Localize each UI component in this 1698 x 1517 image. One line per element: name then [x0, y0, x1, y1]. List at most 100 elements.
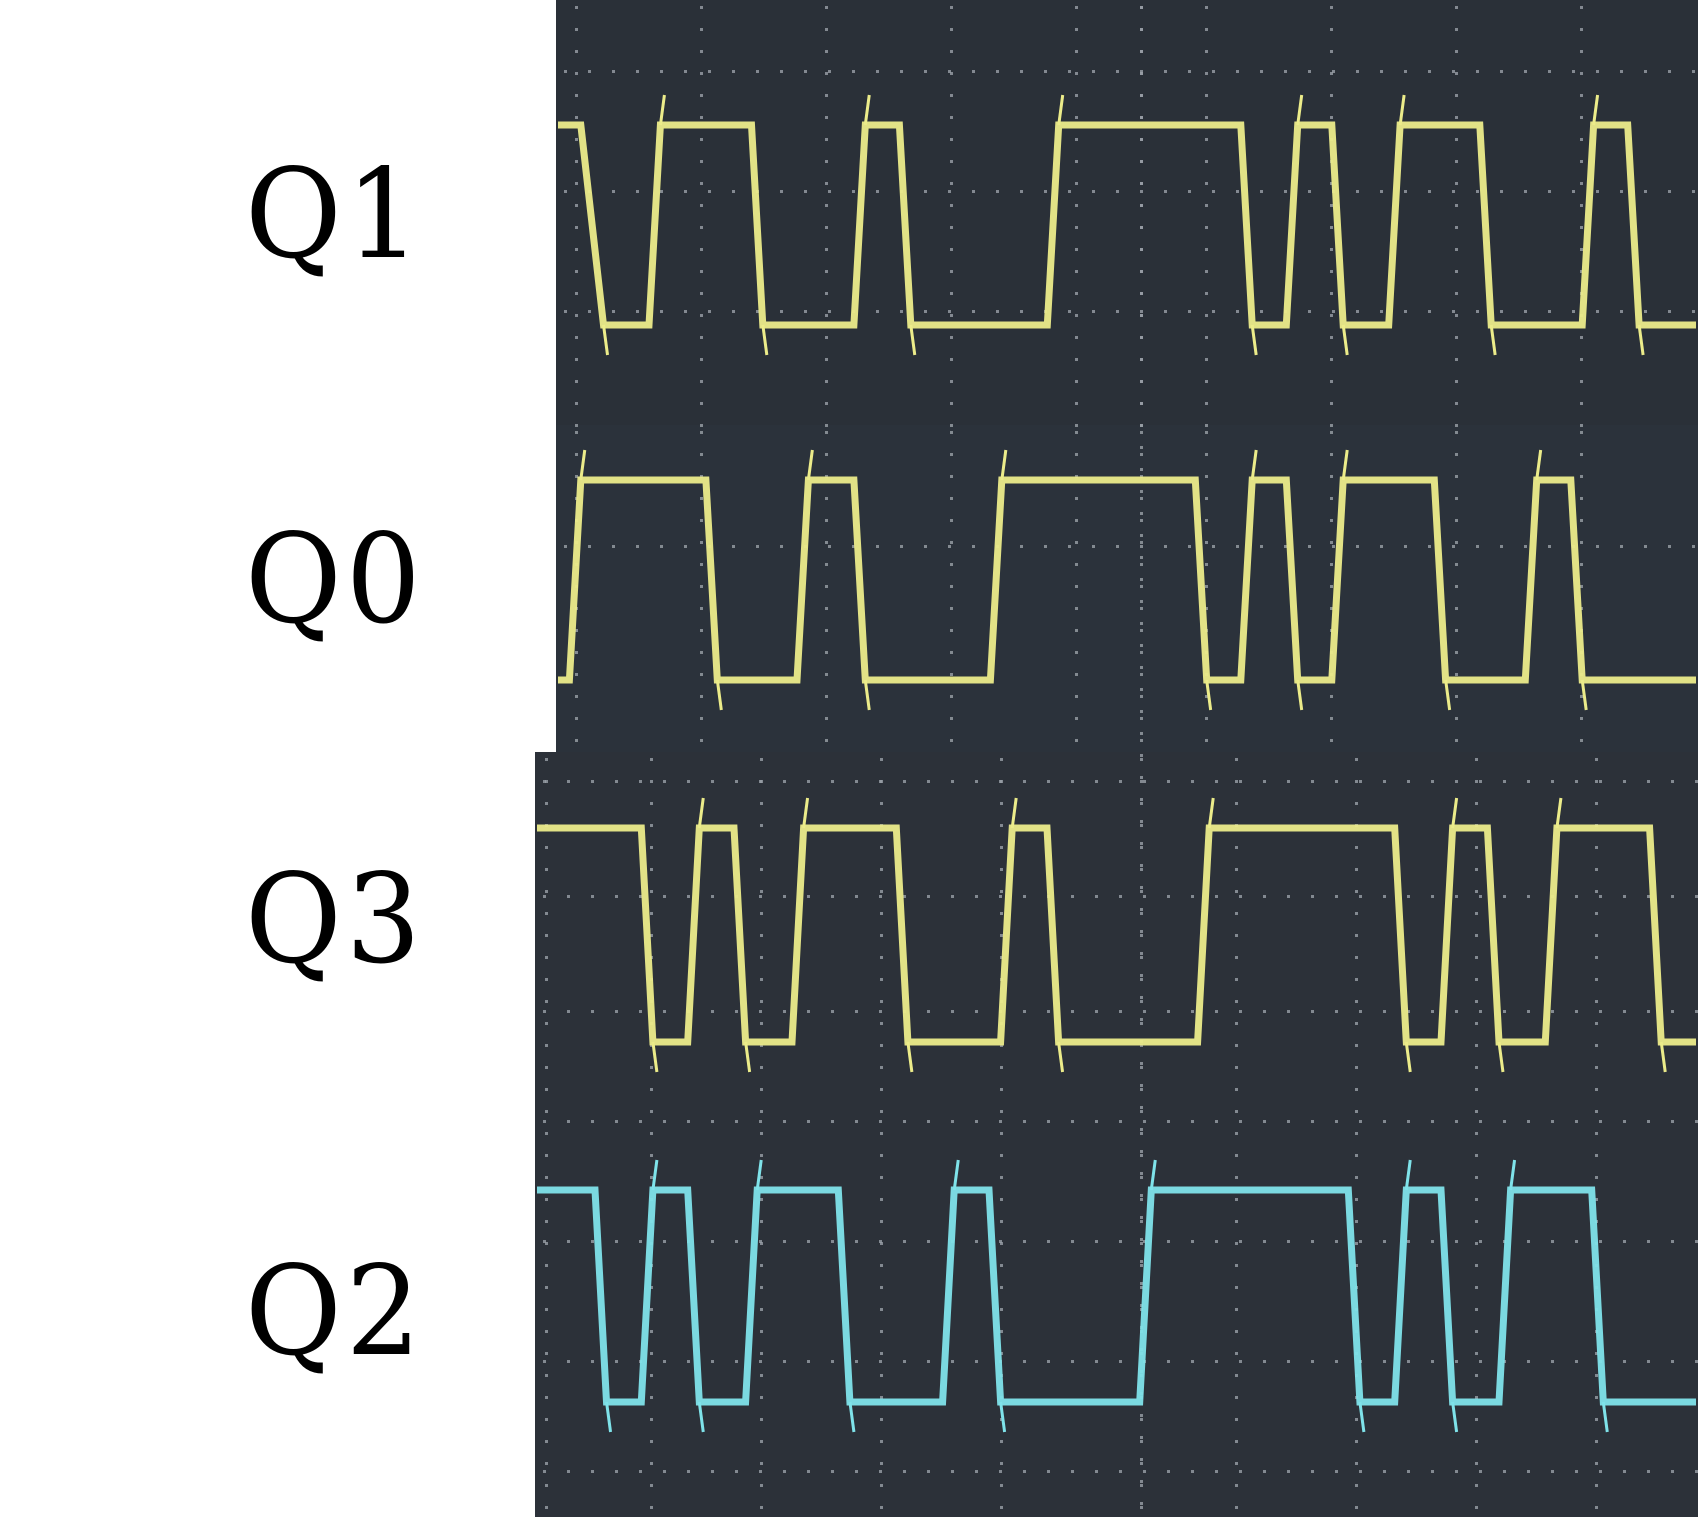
grid-dot [1455, 138, 1458, 141]
grid-dot [1047, 1360, 1050, 1363]
grid-dot [1580, 402, 1583, 405]
grid-dot [879, 895, 882, 898]
grid-dot [1475, 1000, 1478, 1003]
edge-spike-q1 [1341, 324, 1349, 356]
grid-center-tick [1140, 688, 1143, 691]
grid-dot [1455, 739, 1458, 742]
grid-dot [879, 1360, 882, 1363]
grid-dot [783, 1470, 786, 1473]
grid-dot [1404, 545, 1407, 548]
grid-dot [1595, 1198, 1598, 1201]
grid-dot [1167, 1360, 1170, 1363]
edge-spike-q0 [1580, 679, 1588, 711]
grid-dot [1140, 1242, 1143, 1245]
grid-dot [1205, 358, 1208, 361]
grid-dot [650, 1286, 653, 1289]
grid-dot [852, 70, 855, 73]
grid-dot [807, 1010, 810, 1013]
grid-dot [1380, 310, 1383, 313]
grid-dot [876, 190, 879, 193]
grid-dot [1330, 72, 1333, 75]
grid-dot [1023, 1360, 1026, 1363]
grid-dot [1527, 1120, 1530, 1123]
grid-dot [575, 739, 578, 742]
grid-dot [1548, 190, 1551, 193]
grid-dot [1140, 846, 1143, 849]
grid-dot [1075, 160, 1078, 163]
grid-dot [924, 190, 927, 193]
grid-center-tick [1140, 1436, 1143, 1439]
grid-dot [1455, 116, 1458, 119]
grid-dot [1335, 895, 1338, 898]
grid-dot [1330, 541, 1333, 544]
grid-dot [1140, 934, 1143, 937]
grid-dot [735, 1120, 738, 1123]
grid-dot [1092, 545, 1095, 548]
grid-dot [1140, 545, 1143, 548]
grid-dot [615, 895, 618, 898]
grid-center-tick [1140, 270, 1143, 273]
grid-dot [760, 1022, 763, 1025]
grid-dot [950, 651, 953, 654]
grid-dot [1623, 1470, 1626, 1473]
grid-dot [1330, 563, 1333, 566]
grid-dot [880, 1396, 883, 1399]
grid-dot [880, 758, 883, 761]
grid-dot [760, 1220, 763, 1223]
grid-dot [575, 717, 578, 720]
grid-dot [880, 1154, 883, 1157]
grid-dot [545, 1154, 548, 1157]
grid-dot [1383, 1360, 1386, 1363]
grid-dot [1647, 1470, 1650, 1473]
edge-spike-q0 [1205, 679, 1213, 711]
grid-dot [1071, 1240, 1074, 1243]
edge-spike-q2 [1601, 1401, 1609, 1433]
grid-dot [852, 545, 855, 548]
grid-dot [1355, 1022, 1358, 1025]
grid-dot [545, 1022, 548, 1025]
grid-dot [575, 204, 578, 207]
grid-dot [760, 1396, 763, 1399]
grid-dot [1263, 1360, 1266, 1363]
grid-dot [650, 1308, 653, 1311]
grid-dot [1455, 541, 1458, 544]
grid-dot [1215, 1120, 1218, 1123]
grid-dot [650, 912, 653, 915]
grid-dot [687, 780, 690, 783]
grid-dot [588, 310, 591, 313]
grid-dot [1575, 1240, 1578, 1243]
grid-dot [650, 1418, 653, 1421]
grid-dot [927, 1360, 930, 1363]
grid-dot [855, 1010, 858, 1013]
grid-dot [700, 182, 703, 185]
grid-dot [1000, 1462, 1003, 1465]
grid-dot [1075, 336, 1078, 339]
grid-dot [545, 1242, 548, 1245]
edge-spike-q3 [906, 1041, 914, 1073]
grid-dot [1205, 138, 1208, 141]
grid-dot [825, 424, 828, 427]
grid-dot [760, 824, 763, 827]
grid-dot [1000, 846, 1003, 849]
grid-dot [545, 978, 548, 981]
grid-dot [828, 70, 831, 73]
grid-dot [1475, 1242, 1478, 1245]
grid-dot [1407, 1120, 1410, 1123]
grid-dot [950, 673, 953, 676]
grid-dot [700, 695, 703, 698]
grid-dot [825, 607, 828, 610]
grid-dot [1235, 912, 1238, 915]
edge-spike-q1 [863, 94, 871, 126]
grid-dot [545, 1220, 548, 1223]
grid-dot [825, 563, 828, 566]
grid-dot [1095, 1010, 1098, 1013]
grid-dot [760, 978, 763, 981]
grid-dot [951, 780, 954, 783]
grid-dot [1330, 292, 1333, 295]
grid-dot [591, 1010, 594, 1013]
grid-dot [1431, 895, 1434, 898]
grid-dot [760, 1286, 763, 1289]
grid-dot [760, 1242, 763, 1245]
grid-dot [650, 890, 653, 893]
grid-dot [760, 1066, 763, 1069]
